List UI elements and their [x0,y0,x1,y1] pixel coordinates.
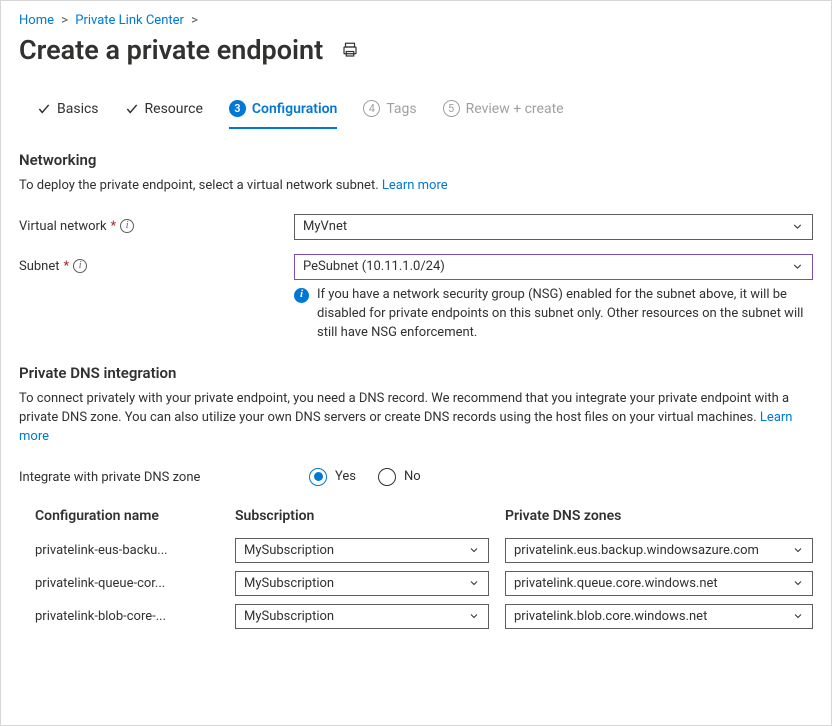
nsg-note: If you have a network security group (NS… [317,286,813,343]
tab-configuration[interactable]: 3 Configuration [229,100,337,129]
table-row: privatelink-eus-backu... MySubscription … [35,534,813,567]
required-asterisk: * [111,219,117,234]
wizard-tabs: Basics Resource 3 Configuration 4 Tags 5… [19,100,813,129]
subscription-select[interactable]: MySubscription [235,571,489,596]
breadcrumb-home[interactable]: Home [19,13,54,28]
subnet-label: Subnet [19,259,60,274]
required-asterisk: * [64,259,70,274]
check-icon [125,102,139,116]
tab-basics[interactable]: Basics [37,101,99,129]
chevron-down-icon [791,260,804,273]
chevron-down-icon [468,610,480,622]
step-number-icon: 4 [363,100,380,117]
select-value: privatelink.queue.core.windows.net [514,576,718,591]
dns-zones-table: Configuration name Subscription Private … [19,502,813,633]
tab-review-create[interactable]: 5 Review + create [443,100,564,129]
chevron-down-icon [792,610,804,622]
networking-learn-more-link[interactable]: Learn more [382,178,448,193]
info-icon[interactable]: i [120,219,134,233]
tab-label: Resource [145,101,203,117]
radio-yes[interactable]: Yes [309,468,356,486]
col-header-subscription: Subscription [235,508,505,524]
breadcrumb-private-link-center[interactable]: Private Link Center [75,13,184,28]
radio-icon [309,468,327,486]
chevron-down-icon [791,220,804,233]
tab-label: Tags [386,101,416,117]
dns-description: To connect privately with your private e… [19,390,813,447]
select-value: MySubscription [244,609,334,624]
table-row: privatelink-blob-core-... MySubscription… [35,600,813,633]
subscription-select[interactable]: MySubscription [235,604,489,629]
radio-label: No [404,469,421,484]
radio-label: Yes [335,469,356,484]
step-number-icon: 5 [443,100,460,117]
chevron-down-icon [468,544,480,556]
chevron-right-icon: > [57,13,72,28]
info-icon[interactable]: i [73,259,87,273]
breadcrumb: Home > Private Link Center > [19,13,813,28]
select-value: PeSubnet (10.11.1.0/24) [303,259,445,274]
section-heading-dns: Private DNS integration [19,364,813,382]
section-heading-networking: Networking [19,151,813,169]
config-name-cell: privatelink-blob-core-... [35,609,235,624]
chevron-right-icon: > [187,13,202,28]
col-header-config-name: Configuration name [35,508,235,524]
select-value: privatelink.blob.core.windows.net [514,609,707,624]
dns-zone-select[interactable]: privatelink.queue.core.windows.net [505,571,813,596]
subscription-select[interactable]: MySubscription [235,538,489,563]
virtual-network-label: Virtual network [19,219,107,234]
dns-zone-select[interactable]: privatelink.blob.core.windows.net [505,604,813,629]
print-icon[interactable] [341,41,359,59]
tab-resource[interactable]: Resource [125,101,203,129]
tab-label: Configuration [252,101,337,117]
page-title: Create a private endpoint [19,34,323,66]
subnet-select[interactable]: PeSubnet (10.11.1.0/24) [294,254,813,280]
virtual-network-select[interactable]: MyVnet [294,214,813,240]
select-value: privatelink.eus.backup.windowsazure.com [514,543,759,558]
info-circle-icon: i [294,288,309,303]
config-name-cell: privatelink-queue-cor... [35,576,235,591]
tab-label: Review + create [466,101,564,117]
chevron-down-icon [468,577,480,589]
radio-no[interactable]: No [378,468,421,486]
tab-label: Basics [57,101,99,117]
check-icon [37,102,51,116]
select-value: MySubscription [244,543,334,558]
config-name-cell: privatelink-eus-backu... [35,543,235,558]
radio-icon [378,468,396,486]
integrate-dns-label: Integrate with private DNS zone [19,470,200,485]
tab-tags[interactable]: 4 Tags [363,100,416,129]
select-value: MyVnet [303,219,347,234]
chevron-down-icon [792,577,804,589]
networking-description: To deploy the private endpoint, select a… [19,177,813,196]
step-number-icon: 3 [229,100,246,117]
table-row: privatelink-queue-cor... MySubscription … [35,567,813,600]
dns-zone-select[interactable]: privatelink.eus.backup.windowsazure.com [505,538,813,563]
chevron-down-icon [792,544,804,556]
col-header-dns-zones: Private DNS zones [505,508,813,524]
select-value: MySubscription [244,576,334,591]
